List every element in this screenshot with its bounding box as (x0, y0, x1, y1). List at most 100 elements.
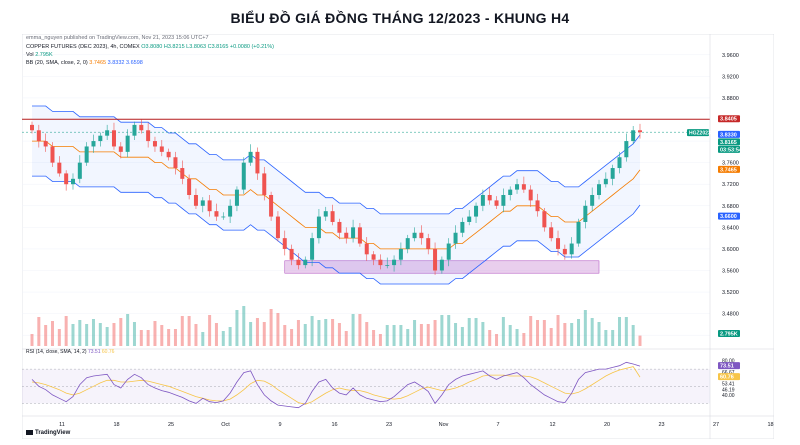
candle-body (214, 211, 219, 217)
candle-body (282, 238, 287, 249)
publisher-note: emma_nguyen published on TradingView.com… (26, 35, 209, 41)
volume-bar (283, 325, 287, 346)
rsi-tick-label: 46.19 (722, 388, 735, 394)
price-tick-label: 3.7600 (722, 161, 739, 167)
candle-body (337, 221, 342, 233)
price-tick-label: 3.9600 (722, 53, 739, 59)
volume-bar (399, 325, 403, 346)
candle-body (378, 259, 383, 266)
legend-volume-value: 2.795K (35, 52, 53, 58)
symbol-tag-label: HGZ2023 (689, 131, 711, 137)
volume-bar (276, 313, 280, 346)
volume-bar (440, 315, 444, 346)
volume-bars (30, 306, 642, 346)
volume-bar (201, 332, 205, 346)
time-tick-label: 23 (658, 422, 664, 428)
price-tick-label: 3.4800 (722, 312, 739, 318)
rsi-badge-label: 73.51 (720, 364, 734, 370)
candle-body (241, 162, 246, 190)
candle-body (419, 232, 424, 239)
legend-volume: Vol 2.795K (26, 52, 53, 58)
volume-bar (160, 325, 164, 346)
candle-body (91, 141, 96, 147)
time-tick-label: 18 (767, 422, 773, 428)
tradingview-brand: TradingView (35, 430, 71, 437)
candle-body (159, 146, 164, 152)
bb-fill (32, 106, 640, 284)
price-badge-label: 3.8405 (720, 117, 737, 123)
volume-bar (351, 314, 355, 346)
time-axis: 11 18 25 Oct 9 16 23 Nov 7 12 20 23 27 18 (22, 415, 774, 428)
tradingview-logo[interactable]: TradingView (26, 430, 70, 436)
candle-body (30, 124, 34, 131)
volume-bar (624, 317, 628, 346)
tradingview-mark-icon (26, 430, 33, 435)
rsi-tick-label: 66.67 (722, 370, 735, 376)
volume-bar (139, 330, 143, 346)
candle-body (357, 227, 362, 244)
volume-bar (221, 331, 225, 346)
price-badge (718, 330, 740, 337)
candle-body (617, 157, 622, 169)
chart-border (22, 34, 774, 439)
rsi-legend: RSI (14, close, SMA, 14, 2) 73.51 60.76 (26, 349, 114, 355)
volume-bar (522, 333, 526, 346)
volume-bar (50, 321, 54, 346)
volume-bar (324, 319, 328, 346)
volume-bar (235, 310, 239, 346)
candle-body (330, 211, 335, 222)
candle-body (262, 173, 267, 195)
candle-body (597, 184, 602, 195)
legend-bb-upper: 3.8332 (107, 60, 125, 66)
candle-body (576, 221, 581, 244)
volume-bar (180, 316, 184, 346)
volume-bar (310, 316, 314, 346)
volume-bar (208, 315, 212, 346)
time-tick-label: 16 (331, 422, 337, 428)
candle-body (474, 205, 479, 217)
volume-bar (331, 319, 335, 346)
candle-body (43, 141, 48, 147)
legend-volume-label: Vol (26, 52, 34, 58)
legend-bb-basis: 3.7465 (89, 60, 107, 66)
candle-body (426, 238, 431, 249)
volume-bar (508, 325, 512, 346)
volume-bar (419, 324, 423, 346)
rsi-badge (718, 373, 740, 381)
price-tick-label: 3.7200 (722, 182, 739, 188)
candle-body (187, 178, 192, 195)
volume-bar (64, 316, 68, 346)
candle-body (118, 146, 123, 152)
volume-bar (296, 320, 300, 346)
candle-body (77, 162, 82, 179)
volume-bar (454, 323, 458, 346)
candle-body (590, 195, 595, 206)
volume-bar (71, 324, 75, 346)
candle-body (392, 259, 397, 266)
candle-body (371, 254, 376, 260)
volume-bar (406, 329, 410, 346)
price-badge-label: 3.7465 (720, 167, 737, 173)
price-badge-label: 03:53:54 (720, 147, 743, 153)
volume-bar (242, 306, 246, 346)
candle-body (221, 216, 226, 218)
candle-body (193, 195, 198, 206)
price-badge-label: 3.8165 (720, 140, 737, 146)
legend-ohlc: O3.8080 H3.8215 L3.8063 C3.8165 +0.0080 … (141, 44, 274, 50)
candle-body (351, 227, 356, 239)
candle-body (542, 211, 547, 228)
volume-bar (317, 320, 321, 346)
rsi-line (31, 361, 641, 409)
volume-bar (597, 322, 601, 346)
candle-body (166, 151, 171, 158)
price-tick-label: 3.8800 (722, 96, 739, 102)
candle-body (36, 130, 41, 142)
candle-body (412, 232, 417, 239)
volume-bar (385, 325, 389, 346)
rsi-tick-label: 53.41 (722, 381, 735, 387)
candle-body (453, 232, 458, 244)
volume-bar (426, 324, 430, 346)
price-badge-label: 3.6600 (720, 214, 737, 220)
candle-body (638, 130, 642, 133)
